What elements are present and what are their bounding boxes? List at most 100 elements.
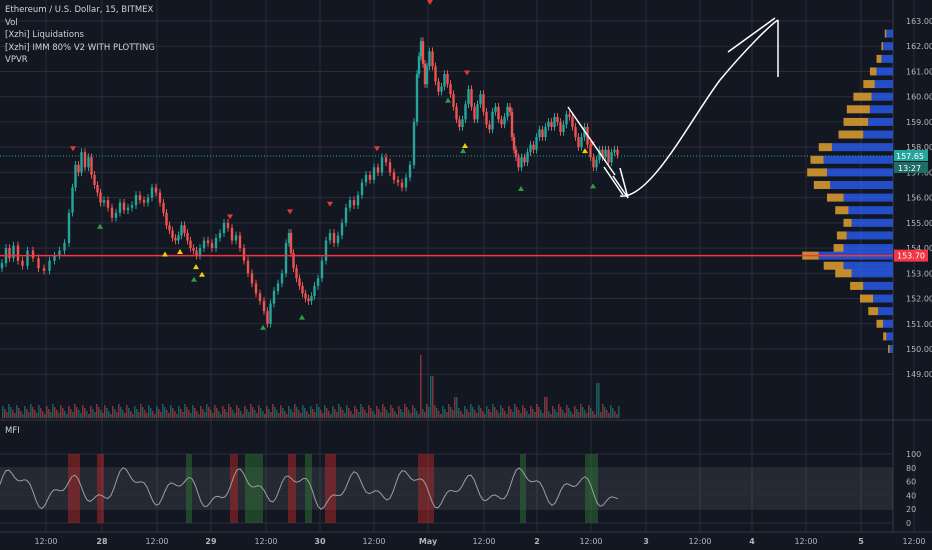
level-price-badge (894, 249, 928, 262)
volume-bar (614, 411, 616, 418)
mfi-highlight (305, 454, 312, 523)
mfi-axis-tick: 20 (906, 505, 916, 514)
volume-bar (546, 397, 548, 418)
mfi-axis-tick: 0 (906, 519, 911, 528)
signal-neutral-arrow (162, 251, 168, 257)
volume-bar (236, 405, 238, 418)
volume-bar (80, 413, 82, 418)
price-axis-tick: 160.00 (906, 93, 932, 102)
indicator-imm[interactable]: [Xzhi] IMM 80% V2 WITH PLOTTING (5, 42, 155, 53)
volume-bar (124, 413, 126, 418)
candle-body (146, 197, 150, 203)
mfi-pane-label[interactable]: MFI (5, 426, 20, 436)
symbol-title[interactable]: Ethereum / U.S. Dollar, 15, BITMEX (5, 5, 154, 15)
volume-bar (216, 408, 218, 418)
volume-bar (534, 412, 536, 418)
volume-bar (188, 410, 190, 418)
volume-bar (254, 410, 256, 418)
candle-body (106, 200, 110, 208)
candle-body (258, 293, 262, 302)
vpvr-bar-down (833, 244, 844, 253)
vpvr-bar-up (848, 206, 893, 215)
volume-bar (578, 412, 580, 418)
indicator-vol[interactable]: Vol (5, 17, 18, 28)
volume-bar (312, 409, 314, 418)
volume-bar (610, 405, 612, 418)
volume-bar (594, 414, 596, 418)
volume-bar (20, 411, 22, 418)
candle-body (198, 248, 202, 256)
vpvr-bar-down (868, 307, 879, 316)
volume-bar (210, 410, 212, 418)
volume-bar (580, 404, 582, 418)
indicator-vpvr[interactable]: VPVR (5, 55, 28, 65)
candle-body (616, 149, 619, 155)
signal-up-arrow (590, 183, 596, 189)
volume-bar (148, 405, 150, 418)
volume-bar (490, 412, 492, 418)
candle-body (473, 106, 476, 120)
mfi-highlight (230, 454, 238, 523)
volume-bar (292, 412, 294, 418)
candle-body (503, 116, 506, 125)
candle-body (571, 116, 574, 127)
volume-bar (100, 410, 102, 418)
volume-bar (116, 412, 118, 418)
candle-body (392, 172, 396, 180)
candle-body (292, 253, 295, 269)
candle-body (470, 89, 473, 107)
candle-body (419, 41, 423, 57)
volume-bar (230, 407, 232, 418)
volume-bar (74, 404, 76, 418)
candle-body (508, 106, 512, 112)
candle-body (301, 285, 304, 294)
time-axis-tick: 12:00 (34, 537, 57, 546)
candle-body (298, 278, 301, 286)
candle-body (266, 311, 269, 324)
volume-bar (28, 412, 30, 418)
candle-body (328, 232, 332, 241)
signal-down-arrow (70, 146, 76, 152)
volume-bar (418, 414, 420, 418)
volume-bar (474, 410, 476, 418)
drawing-down-arrow[interactable] (567, 106, 629, 199)
indicator-liquidations[interactable]: [Xzhi] Liquidations (5, 30, 84, 40)
volume-bar (488, 409, 490, 418)
volume-bar (176, 414, 178, 418)
vpvr-bar-down (818, 143, 832, 152)
signal-up-arrow (460, 148, 466, 154)
volume-bar (218, 411, 220, 418)
candle-body (289, 232, 293, 254)
candle-body (479, 94, 482, 105)
vpvr-bar-up (851, 218, 893, 227)
drawing-up-arrow[interactable] (619, 17, 779, 197)
volume-bar (508, 406, 510, 418)
volume-bar (170, 405, 172, 418)
volume-bar (406, 407, 408, 418)
volume-bar (252, 407, 254, 418)
candle-body (171, 230, 174, 238)
volume-bar (498, 413, 500, 418)
candle-body (506, 106, 509, 117)
volume-bar (144, 410, 146, 418)
volume-bar (240, 411, 242, 418)
volume-bar (482, 411, 484, 418)
candle-body (532, 144, 535, 150)
volume-bar (518, 410, 520, 418)
volume-bar (334, 409, 336, 418)
volume-bar (12, 410, 14, 418)
volume-bar (404, 404, 406, 418)
volume-bar (246, 409, 248, 418)
volume-bar (190, 413, 192, 418)
candle-body (437, 81, 440, 92)
vpvr-bar-up (843, 244, 893, 253)
price-axis-tick: 153.00 (906, 269, 932, 278)
volume-bar (506, 414, 508, 418)
candle-body (589, 144, 592, 158)
time-axis-tick: 28 (96, 537, 108, 546)
volume-bar (554, 409, 556, 418)
volume-bar (196, 411, 198, 418)
volume-bar (564, 413, 566, 418)
volume-bar (480, 408, 482, 418)
